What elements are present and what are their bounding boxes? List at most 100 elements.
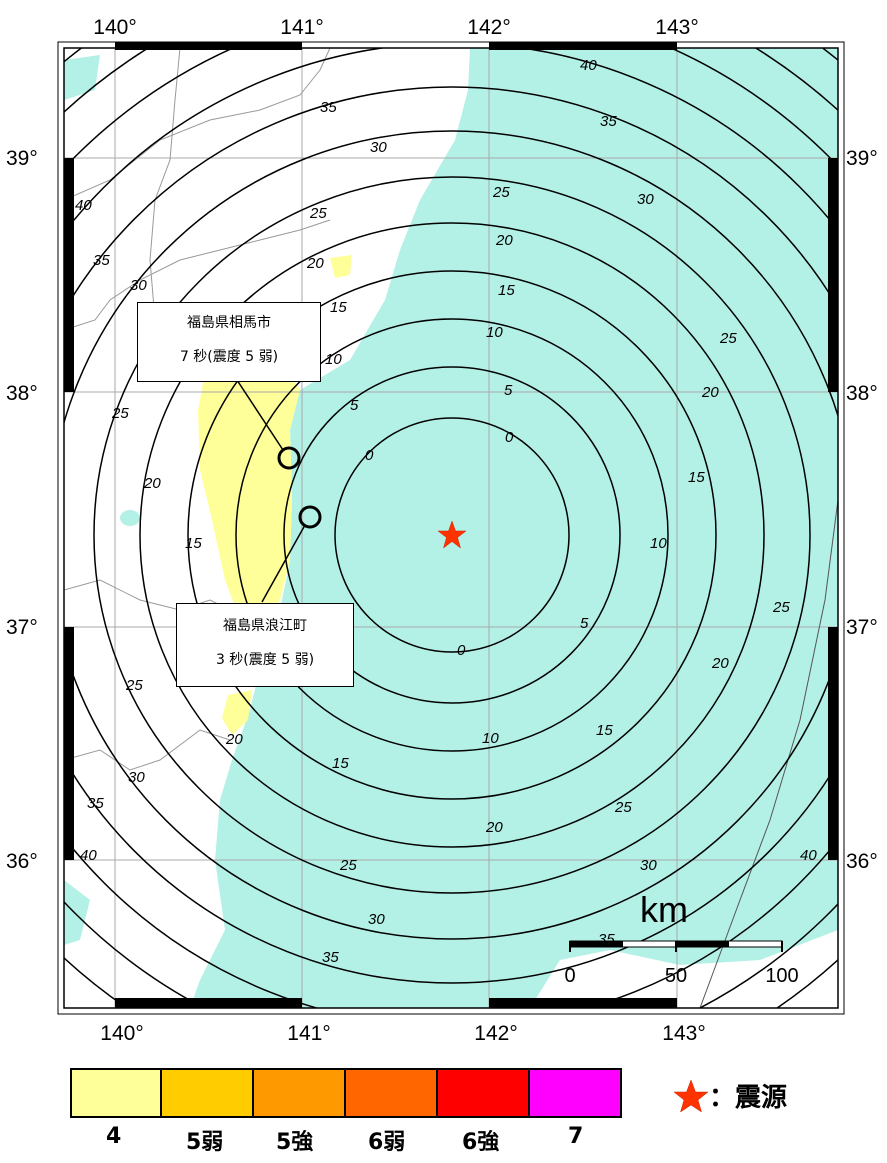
graticule bbox=[64, 48, 838, 1008]
contour-label: 40 bbox=[800, 847, 817, 864]
lon-tick-bottom: 143° bbox=[662, 1022, 705, 1045]
contour-label: 25 bbox=[339, 857, 357, 874]
legend-label: 5強 bbox=[276, 1130, 314, 1155]
contour-label: 30 bbox=[368, 911, 385, 928]
contour-label: 15 bbox=[332, 755, 349, 772]
callout-place: 福島県相馬市 bbox=[187, 315, 271, 331]
contour-label: 30 bbox=[370, 139, 387, 156]
contour-label: 25 bbox=[614, 799, 632, 816]
contour-label: 25 bbox=[772, 599, 790, 616]
lon-tick-top: 141° bbox=[280, 16, 323, 39]
epicenter-legend: ：震源 bbox=[673, 1077, 787, 1114]
epicenter-legend-label: ：震源 bbox=[709, 1083, 788, 1113]
scale-bar: km 0 50 100 bbox=[564, 889, 798, 987]
legend-swatch-6-lower bbox=[344, 1068, 438, 1118]
contour-label: 25 bbox=[309, 205, 327, 222]
contour-label: 10 bbox=[325, 351, 342, 368]
contour-label: 5 bbox=[580, 615, 589, 632]
lat-tick-left: 39° bbox=[6, 147, 38, 170]
station-namie-marker bbox=[298, 505, 322, 529]
contour-label: 5 bbox=[350, 397, 359, 414]
legend-label: 6弱 bbox=[368, 1130, 406, 1155]
lat-tick-right: 37° bbox=[846, 616, 878, 639]
lake bbox=[64, 880, 90, 945]
epicenter-star bbox=[437, 520, 467, 549]
contour-label: 15 bbox=[688, 469, 705, 486]
contour-label: 20 bbox=[306, 255, 324, 272]
intensity-4-area bbox=[222, 690, 252, 735]
contour-label: 30 bbox=[637, 191, 654, 208]
contour-label: 40 bbox=[580, 57, 597, 74]
contour-label: 20 bbox=[143, 475, 161, 492]
contour-label: 40 bbox=[80, 847, 97, 864]
contour-label: 25 bbox=[719, 330, 737, 347]
epicenter-legend-star-icon bbox=[673, 1078, 709, 1113]
contour-label: 5 bbox=[504, 382, 513, 399]
lon-tick-top: 142° bbox=[467, 16, 510, 39]
contour-label: 15 bbox=[330, 299, 347, 316]
legend-swatch-5-upper bbox=[252, 1068, 346, 1118]
contour-label: 35 bbox=[320, 99, 337, 116]
contour-label: 10 bbox=[486, 324, 503, 341]
contour-label: 30 bbox=[128, 769, 145, 786]
contour-label: 25 bbox=[111, 405, 129, 422]
callout-namie: 福島県浪江町 3 秒(震度 5 弱) bbox=[176, 603, 354, 687]
contour-label: 25 bbox=[492, 184, 510, 201]
lat-tick-right: 36° bbox=[846, 850, 878, 873]
callout-detail: 3 秒(震度 5 弱) bbox=[215, 652, 315, 668]
station-soma-marker bbox=[277, 446, 301, 470]
contour-label: 20 bbox=[485, 819, 503, 836]
contour-label: 30 bbox=[640, 857, 657, 874]
lake bbox=[120, 510, 140, 526]
legend-label: 7 bbox=[568, 1124, 584, 1149]
contour-label: 15 bbox=[498, 282, 515, 299]
lon-tick-top: 140° bbox=[93, 16, 136, 39]
contour-label: 35 bbox=[87, 795, 104, 812]
legend-label: 6強 bbox=[462, 1130, 500, 1155]
contour-label: 10 bbox=[482, 730, 499, 747]
lon-tick-bottom: 142° bbox=[474, 1022, 517, 1045]
lon-tick-top: 143° bbox=[655, 16, 698, 39]
lat-tick-left: 38° bbox=[6, 382, 38, 405]
callout-place: 福島県浪江町 bbox=[223, 618, 307, 634]
callout-soma: 福島県相馬市 7 秒(震度 5 弱) bbox=[137, 302, 321, 382]
contour-label: 30 bbox=[130, 277, 147, 294]
contour-label: 15 bbox=[185, 535, 202, 552]
contour-label: 0 bbox=[457, 642, 466, 659]
contour-label: 35 bbox=[600, 113, 617, 130]
contour-labels: 0 0 0 5 5 5 10 10 10 10 15 15 15 15 15 1… bbox=[75, 57, 817, 966]
lon-tick-bottom: 141° bbox=[287, 1022, 330, 1045]
contour-label: 35 bbox=[93, 252, 110, 269]
scale-tick: 0 bbox=[564, 965, 575, 987]
contour-label: 0 bbox=[365, 447, 374, 464]
callout-leaders bbox=[236, 379, 306, 603]
lat-tick-right: 39° bbox=[846, 147, 878, 170]
contour-label: 25 bbox=[125, 677, 143, 694]
lon-tick-bottom: 140° bbox=[100, 1022, 143, 1045]
callout-detail: 7 秒(震度 5 弱) bbox=[179, 349, 279, 365]
scale-tick: 50 bbox=[665, 965, 687, 987]
contour-label: 20 bbox=[225, 731, 243, 748]
legend-swatch-7 bbox=[528, 1068, 622, 1118]
lat-tick-right: 38° bbox=[846, 382, 878, 405]
lat-tick-left: 36° bbox=[6, 850, 38, 873]
lat-tick-left: 37° bbox=[6, 616, 38, 639]
contour-label: 10 bbox=[650, 535, 667, 552]
contour-label: 15 bbox=[596, 722, 613, 739]
map-frame bbox=[57, 41, 845, 1015]
contour-label: 0 bbox=[505, 429, 514, 446]
contour-label: 20 bbox=[495, 232, 513, 249]
legend-label: 5弱 bbox=[186, 1130, 224, 1155]
legend-label: 4 bbox=[106, 1124, 122, 1149]
contour-label: 35 bbox=[322, 949, 339, 966]
legend-swatch-5-lower bbox=[160, 1068, 254, 1118]
legend-swatch-4 bbox=[70, 1068, 162, 1118]
contour-label: 20 bbox=[711, 655, 729, 672]
axis-labels: 140° 141° 142° 143° 140° 141° 142° 143° … bbox=[6, 16, 878, 1045]
scale-bar-unit: km bbox=[640, 889, 688, 930]
legend-swatch-6-upper bbox=[436, 1068, 530, 1118]
contour-label: 40 bbox=[75, 197, 92, 214]
